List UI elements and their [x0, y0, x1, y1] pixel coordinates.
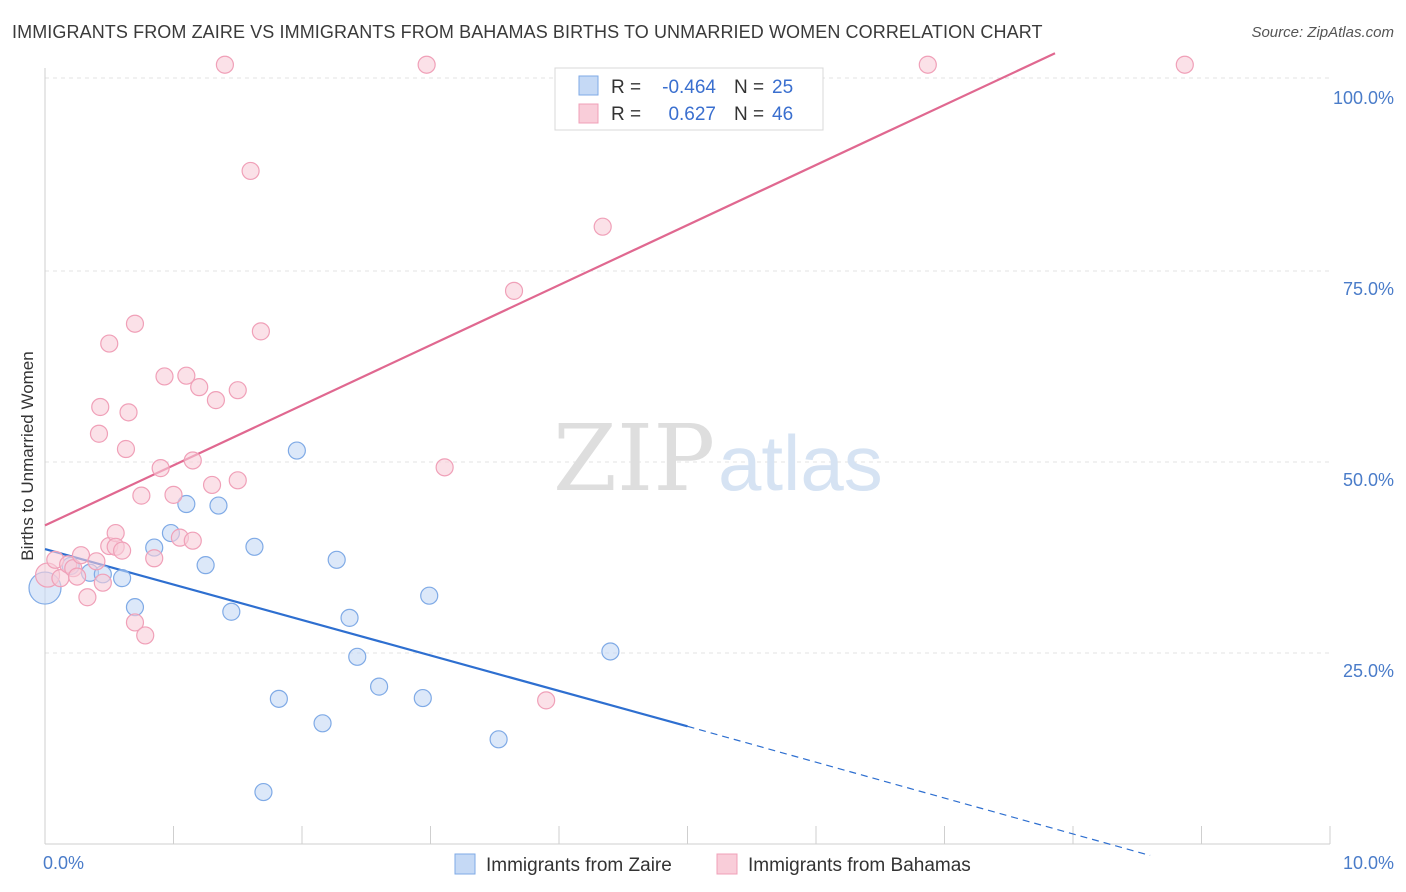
point-series1-7: [78, 588, 97, 607]
point-series1-14: [100, 334, 119, 353]
watermark: ZIP atlas: [553, 405, 883, 512]
legend-n-label-bahamas: N =: [734, 104, 764, 125]
x-tick-label-min: 0.0%: [43, 853, 84, 873]
top-legend: R = -0.464 N = 25 R = 0.627 N = 46: [554, 67, 824, 131]
point-series1-5: [68, 567, 87, 586]
point-series0-17: [327, 550, 346, 569]
point-series1-24: [151, 459, 170, 478]
y-tick-labels: 25.0% 50.0% 75.0% 100.0%: [1333, 88, 1394, 681]
point-series0-13: [254, 782, 273, 802]
legend-box: [554, 67, 824, 131]
point-series1-33: [206, 391, 226, 410]
point-series1-42: [537, 691, 556, 710]
chart-title: IMMIGRANTS FROM ZAIRE VS IMMIGRANTS FROM…: [12, 22, 1043, 42]
bottom-legend-label-zaire: Immigrants from Zaire: [486, 855, 672, 876]
legend-swatch-zaire: [578, 75, 599, 96]
point-series1-39: [417, 55, 436, 74]
point-series1-36: [228, 471, 247, 490]
point-series1-16: [112, 541, 132, 560]
y-axis-label: Births to Unmarried Women: [18, 351, 37, 560]
y-tick-label-75: 75.0%: [1343, 279, 1394, 299]
point-series1-8: [87, 552, 106, 571]
point-series0-9: [196, 556, 215, 575]
bottom-legend-label-bahamas: Immigrants from Bahamas: [748, 855, 971, 876]
legend-swatch-bahamas: [578, 103, 599, 124]
point-series1-22: [136, 626, 155, 645]
point-series1-11: [89, 424, 109, 443]
point-series1-38: [251, 322, 270, 341]
point-series1-17: [116, 439, 136, 459]
point-series0-18: [340, 608, 359, 627]
point-series1-32: [202, 475, 222, 495]
legend-n-value-zaire: 25: [772, 77, 793, 98]
point-series1-25: [155, 367, 174, 386]
point-series0-10: [209, 496, 228, 515]
point-series0-19: [348, 647, 367, 666]
legend-n-value-bahamas: 46: [772, 104, 793, 125]
point-series1-23: [145, 549, 164, 568]
point-series1-18: [119, 403, 138, 422]
trend-line-0: [44, 548, 688, 728]
bottom-legend: Immigrants from Zaire Immigrants from Ba…: [454, 853, 971, 876]
point-series1-26: [164, 485, 183, 504]
point-series1-9: [93, 573, 112, 592]
point-series1-35: [228, 381, 247, 400]
point-series0-24: [601, 642, 620, 661]
point-series0-22: [420, 586, 439, 605]
point-series1-41: [504, 281, 524, 300]
point-series1-29: [183, 531, 202, 550]
legend-r-label-zaire: R =: [611, 77, 641, 98]
trend-line-dashed-0: [687, 725, 1151, 857]
x-tick-label-max: 10.0%: [1343, 853, 1394, 873]
point-series1-37: [241, 161, 260, 181]
point-series0-12: [245, 537, 264, 556]
point-series1-44: [918, 55, 937, 74]
bottom-legend-swatch-zaire: [454, 853, 476, 875]
point-series1-28: [177, 366, 196, 385]
x-ticks: [173, 826, 1331, 844]
source-label: Source: ZipAtlas.com: [1251, 24, 1394, 41]
point-series0-4: [112, 569, 132, 588]
legend-r-value-zaire: -0.464: [662, 77, 716, 98]
trend-lines: [44, 52, 1151, 857]
point-series1-43: [593, 217, 612, 236]
point-series1-19: [125, 314, 145, 333]
y-tick-label-100: 100.0%: [1333, 88, 1394, 108]
legend-r-label-bahamas: R =: [611, 104, 641, 125]
point-series1-12: [91, 397, 110, 417]
point-series1-45: [1175, 55, 1194, 74]
y-tick-label-25: 25.0%: [1343, 661, 1394, 681]
point-series1-40: [435, 458, 454, 477]
point-series0-15: [287, 441, 306, 460]
point-series0-14: [269, 689, 288, 708]
point-series1-20: [125, 613, 145, 632]
point-series1-34: [215, 55, 234, 74]
point-series1-30: [183, 451, 202, 470]
point-series1-31: [190, 378, 209, 397]
trend-line-1: [44, 52, 1056, 527]
point-series0-8: [177, 494, 196, 514]
grid-lines: [45, 77, 1330, 654]
watermark-zip: ZIP: [553, 405, 715, 512]
point-series0-21: [413, 688, 432, 708]
point-series1-21: [132, 486, 151, 505]
bottom-legend-swatch-bahamas: [716, 853, 738, 875]
y-tick-label-50: 50.0%: [1343, 470, 1394, 490]
legend-n-label-zaire: N =: [734, 77, 764, 98]
point-series0-16: [313, 714, 332, 733]
legend-r-value-bahamas: 0.627: [668, 104, 716, 125]
point-series1-6: [71, 546, 91, 565]
point-series0-11: [222, 602, 241, 621]
watermark-atlas: atlas: [718, 419, 883, 507]
point-series0-5: [125, 598, 145, 617]
point-series0-23: [489, 730, 508, 749]
data-points: [28, 55, 1194, 802]
point-series0-20: [370, 677, 389, 696]
